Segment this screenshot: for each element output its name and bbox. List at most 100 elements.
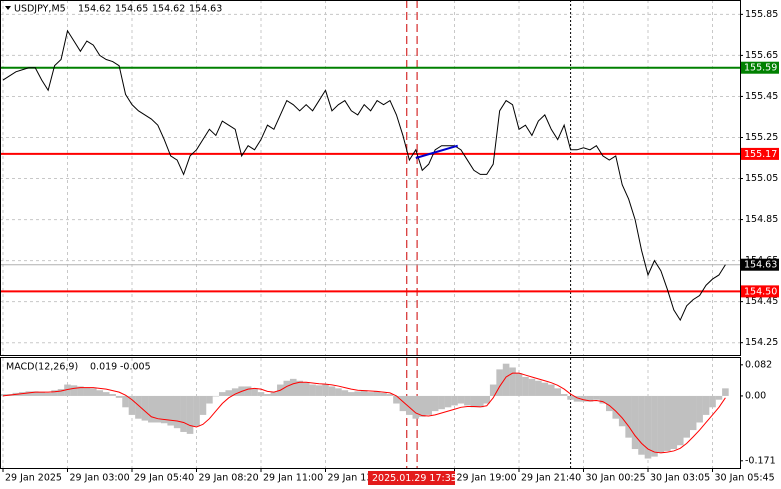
macd-bar — [644, 395, 652, 459]
macd-readout: -0.005 — [120, 362, 151, 373]
x-tick-label: 29 Jan 2025 — [5, 473, 62, 484]
macd-bar — [418, 395, 426, 417]
macd-bar — [618, 395, 626, 427]
macd-bar — [328, 386, 336, 396]
macd-bar — [373, 391, 381, 396]
macd-bar — [431, 395, 439, 412]
macd-bar — [444, 395, 452, 408]
x-tick-label: 29 Jan 13:40 — [328, 473, 388, 484]
title-arrow — [5, 6, 11, 10]
macd-bar — [90, 388, 97, 396]
macd-bar — [689, 395, 697, 431]
macd-bar — [515, 373, 523, 396]
macd-bar — [302, 382, 310, 396]
macd-bar — [77, 386, 84, 396]
macd-bar — [309, 384, 316, 396]
x-tick-label: 29 Jan 11:00 — [263, 473, 323, 484]
macd-bar — [283, 380, 291, 396]
macd-bar — [244, 386, 252, 396]
macd-bar — [657, 395, 665, 453]
y-tick-label: 154.85 — [745, 214, 778, 225]
macd-bar — [489, 384, 497, 396]
macd-bar — [270, 392, 278, 396]
trend-line — [415, 144, 459, 159]
macd-bar — [70, 385, 78, 396]
macd-bar — [186, 395, 194, 434]
macd-bar — [612, 395, 620, 419]
y-tick-label: 154.45 — [745, 296, 778, 307]
macd-bar — [438, 395, 445, 410]
level-label-bg — [741, 61, 779, 74]
macd-bar — [109, 394, 116, 396]
x-tick-label: 30 Jan 05:45 — [715, 473, 775, 484]
macd-bar — [122, 395, 129, 408]
macd-bar — [412, 395, 420, 419]
macd-bar — [322, 384, 329, 396]
macd-bar — [44, 392, 52, 396]
x-tick-label: 29 Jan 19:00 — [457, 473, 517, 484]
y-tick-label: 155.25 — [745, 132, 778, 143]
macd-bar — [496, 369, 503, 396]
signal-line — [2, 372, 726, 454]
macd-bar — [96, 390, 104, 396]
y-tick-label: 155.05 — [745, 173, 778, 184]
macd-bar — [180, 395, 187, 432]
x-tick-label: 29 Jan 03:00 — [70, 473, 130, 484]
macd-bar — [406, 395, 413, 415]
macd-bar — [148, 395, 155, 423]
macd-bar — [625, 395, 632, 438]
macd-bar — [580, 395, 587, 402]
macd-bar — [586, 395, 594, 402]
macd-bar — [154, 395, 162, 423]
macd-bar — [386, 394, 394, 396]
macd-bar — [212, 395, 220, 397]
ohlc-value: 154.62 — [78, 4, 111, 15]
y-tick-label: 154.25 — [745, 337, 778, 348]
chart-title: USDJPY,M5 — [14, 4, 66, 15]
macd-bar — [38, 392, 45, 396]
ohlc-value: 154.63 — [189, 4, 222, 15]
macd-title: MACD(12,26,9) — [6, 362, 78, 373]
macd-bar — [535, 380, 542, 396]
macd-bar — [1, 394, 7, 396]
macd-bar — [57, 389, 65, 396]
level-label-bg — [741, 285, 779, 298]
macd-bar — [341, 390, 349, 396]
macd-bar — [219, 392, 226, 396]
macd-bar — [193, 395, 200, 427]
macd-bar — [457, 395, 465, 404]
macd-bar — [199, 395, 207, 415]
macd-bar — [560, 394, 568, 396]
macd-bar — [696, 395, 703, 423]
y-tick-label: 0.00 — [745, 390, 766, 401]
macd-bar — [599, 395, 607, 404]
macd-bar — [257, 392, 265, 396]
macd-bar — [573, 395, 581, 402]
macd-bar — [399, 395, 407, 412]
macd-bar — [31, 391, 39, 396]
x-tick-label: 29 Jan 05:40 — [134, 473, 194, 484]
macd-bar — [173, 395, 181, 429]
macd-bar — [722, 388, 729, 396]
macd-bar — [593, 395, 600, 400]
macd-bar — [541, 382, 549, 396]
price-label: 154.63 — [744, 260, 777, 271]
macd-bar — [554, 388, 561, 396]
macd-bar — [380, 392, 387, 396]
macd-bar — [25, 391, 33, 396]
macd-bar — [664, 395, 671, 451]
macd-bar — [348, 392, 355, 396]
macd-bar — [709, 395, 716, 408]
macd-bar — [315, 385, 323, 396]
macd-bar — [141, 395, 149, 421]
macd-bar — [167, 395, 174, 426]
macd-bar — [296, 380, 303, 396]
macd-bar — [676, 395, 684, 446]
level-label-bg — [741, 147, 779, 160]
x-tick-label: 30 Jan 00:25 — [586, 473, 646, 484]
macd-bar — [651, 395, 658, 457]
macd-bar — [51, 390, 58, 396]
macd-bar — [670, 395, 678, 450]
macd-bar — [128, 395, 136, 415]
macd-bar — [631, 395, 639, 450]
